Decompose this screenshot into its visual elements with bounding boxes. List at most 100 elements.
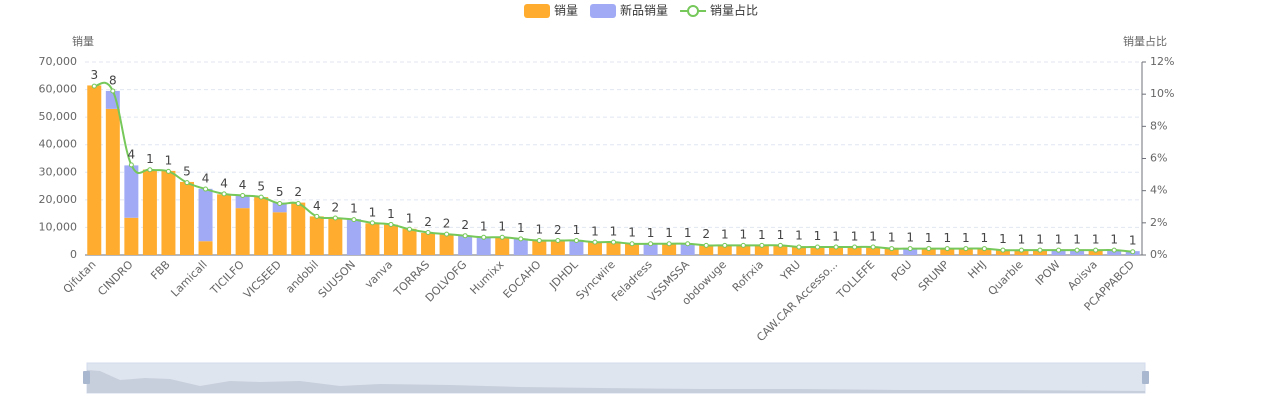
data-label: 2 <box>332 200 340 214</box>
data-label: 1 <box>777 228 785 242</box>
line-marker <box>425 229 431 235</box>
x-tick-label: IPOW <box>1033 258 1063 288</box>
data-label: 2 <box>554 223 562 237</box>
x-tick-label: HHJ <box>965 258 988 281</box>
data-label: 1 <box>573 223 581 237</box>
data-label: 1 <box>906 231 914 245</box>
data-label: 4 <box>220 176 228 190</box>
bar-segment <box>476 237 491 255</box>
y2-tick-label: 10% <box>1150 87 1174 100</box>
bar-segment <box>569 241 584 255</box>
line-marker <box>1056 247 1062 253</box>
data-label: 1 <box>591 224 599 238</box>
line-marker <box>722 242 728 248</box>
data-label: 4 <box>202 171 210 185</box>
line-marker <box>221 191 227 197</box>
x-tick-label: VICSEED <box>241 258 284 301</box>
line-marker <box>1111 247 1117 253</box>
y2-tick-label: 8% <box>1150 119 1167 132</box>
data-label: 5 <box>257 180 265 194</box>
zoom-handle-right[interactable] <box>1142 371 1149 384</box>
line-marker <box>499 234 505 240</box>
bar-segment <box>847 247 862 255</box>
line-marker <box>1018 247 1024 253</box>
line-marker <box>685 241 691 247</box>
line-marker <box>388 221 394 227</box>
line-marker <box>128 162 134 168</box>
data-label: 1 <box>647 226 655 240</box>
data-label: 1 <box>888 230 896 244</box>
line-marker <box>611 239 616 245</box>
bar-segment <box>161 170 176 255</box>
data-label: 3 <box>90 68 98 82</box>
line-marker <box>740 242 746 248</box>
y-tick-label: 30,000 <box>39 165 78 178</box>
line-marker <box>629 241 635 247</box>
y-tick-label: 20,000 <box>39 193 78 206</box>
line-marker <box>944 246 950 252</box>
data-label: 2 <box>424 215 432 229</box>
data-label: 1 <box>739 228 747 242</box>
line-marker <box>184 180 190 186</box>
legend-marker <box>687 5 700 17</box>
data-label: 1 <box>962 231 970 245</box>
bar-segment <box>272 202 287 213</box>
data-label: 1 <box>628 226 636 240</box>
bar-segment <box>142 169 157 255</box>
bar-segment <box>291 202 306 255</box>
x-tick-label: JDHDL <box>546 257 581 292</box>
line-marker <box>796 244 802 250</box>
line-marker <box>314 213 320 219</box>
data-label: 4 <box>239 178 247 192</box>
line-marker <box>555 238 561 244</box>
x-tick-label: FBB <box>148 258 172 282</box>
legend-swatch <box>524 4 550 18</box>
x-tick-label: SUUSON <box>316 258 358 300</box>
data-label: 1 <box>387 207 395 221</box>
bar-segment <box>625 243 640 255</box>
line-marker <box>407 226 413 232</box>
y2-axis-title: 销量占比 <box>1123 34 1167 48</box>
y-tick-label: 10,000 <box>39 220 78 233</box>
data-zoom[interactable] <box>83 362 1149 394</box>
bar-segment <box>328 217 343 255</box>
data-label: 1 <box>721 227 729 241</box>
data-label: 1 <box>665 226 673 240</box>
y-tick-label: 0 <box>70 248 77 261</box>
line-marker <box>203 186 209 192</box>
bar-segment <box>921 248 936 255</box>
line-marker <box>592 239 598 245</box>
data-label: 1 <box>851 229 859 243</box>
bar-segment <box>662 243 677 255</box>
line-marker <box>1093 247 1099 253</box>
line-marker <box>963 246 969 252</box>
bar-segment <box>346 219 361 255</box>
bar-segment <box>1070 250 1085 255</box>
data-label: 5 <box>276 185 284 199</box>
x-tick-label: TOLLEFE <box>834 258 878 302</box>
bar-segment <box>791 246 806 255</box>
data-label: 2 <box>702 227 710 241</box>
line-marker <box>369 220 375 226</box>
line-marker <box>703 242 709 248</box>
bar-segment <box>179 181 194 255</box>
line-marker <box>814 244 820 250</box>
y-tick-label: 70,000 <box>39 55 78 68</box>
bar-segment <box>513 238 528 255</box>
line-marker <box>889 246 895 252</box>
bar-segment <box>958 248 973 255</box>
line-marker <box>1130 249 1136 255</box>
y2-tick-label: 12% <box>1150 55 1174 68</box>
data-label: 1 <box>814 229 822 243</box>
line-marker <box>1037 247 1043 253</box>
data-label: 4 <box>313 199 321 213</box>
line-marker <box>462 233 468 239</box>
bar-segment <box>272 212 287 255</box>
zoom-handle-left[interactable] <box>83 371 90 384</box>
data-label: 8 <box>109 73 117 87</box>
data-label: 1 <box>925 231 933 245</box>
line-marker <box>351 217 357 223</box>
bar-segment <box>866 247 881 255</box>
bar-segment <box>421 232 436 255</box>
data-label: 1 <box>1110 233 1118 247</box>
